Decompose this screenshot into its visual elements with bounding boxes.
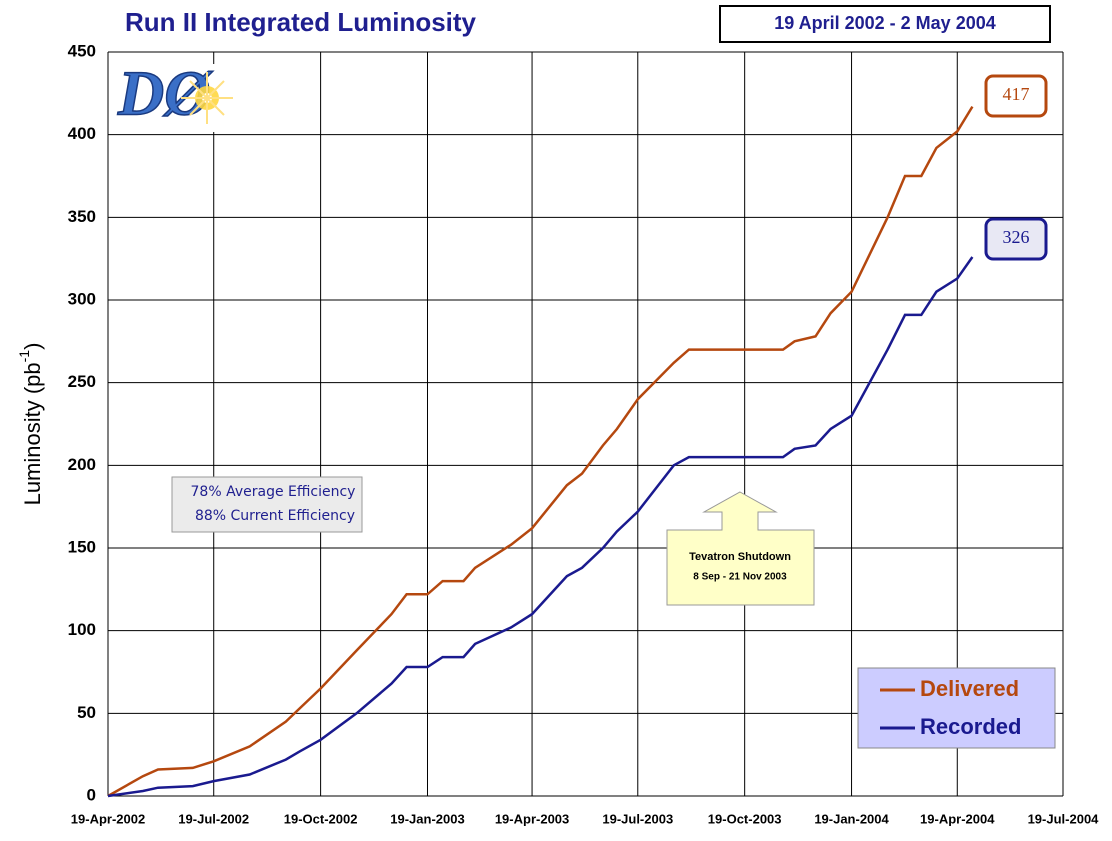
- lines: [107, 105, 974, 798]
- efficiency-line: 88% Current Efficiency: [195, 508, 355, 524]
- y-tick-label: 450: [68, 41, 96, 60]
- y-tick-label: 100: [68, 620, 96, 639]
- x-tick-label: 19-Oct-2003: [708, 811, 782, 826]
- x-tick-label: 19-Apr-2004: [920, 811, 995, 826]
- grid: [107, 51, 1064, 797]
- efficiency-box: [171, 476, 363, 533]
- x-tick-label: 19-Apr-2003: [495, 811, 569, 826]
- x-tick-label: 19-Jul-2004: [1028, 811, 1100, 826]
- logo-rays: [181, 72, 233, 124]
- legend: Delivered Recorded: [857, 667, 1056, 749]
- legend-label: Recorded: [920, 714, 1021, 739]
- shutdown-note: Tevatron Shutdown 8 Sep - 21 Nov 2003: [666, 491, 815, 606]
- x-tick-label: 19-Jul-2003: [602, 811, 673, 826]
- x-tick-label: 19-Jan-2003: [390, 811, 464, 826]
- y-tick-label: 400: [68, 124, 96, 143]
- y-tick-label: 0: [87, 785, 96, 804]
- logo-text: DØ: [117, 58, 213, 129]
- efficiency-note: 78% Average Efficiency 88% Current Effic…: [171, 476, 363, 533]
- shutdown-line: 8 Sep - 21 Nov 2003: [693, 572, 787, 583]
- series-line: [107, 105, 974, 798]
- logo: DØ: [114, 57, 242, 132]
- y-axis-label-sup: -1: [16, 350, 32, 363]
- y-tick-label: 150: [68, 537, 96, 556]
- x-tick-label: 19-Oct-2002: [284, 811, 358, 826]
- shutdown-line: Tevatron Shutdown: [689, 551, 791, 563]
- efficiency-line: 78% Average Efficiency: [191, 484, 356, 500]
- value-label: 326: [1003, 227, 1030, 247]
- y-tick-label: 50: [77, 703, 96, 722]
- value-label-box: [984, 217, 1048, 261]
- legend-box: [857, 667, 1056, 749]
- chart-title: Run II Integrated Luminosity: [125, 7, 477, 37]
- y-tick-label: 250: [68, 372, 96, 391]
- y-axis-label-text: Luminosity (pb: [20, 362, 45, 505]
- y-axis-label: Luminosity (pb-1): [16, 343, 45, 506]
- y-tick-label: 350: [68, 207, 96, 226]
- x-tick-label: 19-Jul-2002: [178, 811, 249, 826]
- value-label-box: [984, 74, 1048, 118]
- series-line: [107, 256, 974, 798]
- value-label: 417: [1003, 84, 1030, 104]
- y-tick-label: 200: [68, 455, 96, 474]
- subtitle-box: [719, 5, 1051, 43]
- legend-label: Delivered: [920, 676, 1019, 701]
- shutdown-arrow: [666, 491, 815, 606]
- subtitle: 19 April 2002 - 2 May 2004: [774, 13, 995, 33]
- y-axis-label-suffix: ): [20, 343, 45, 350]
- y-tick-label: 300: [68, 289, 96, 308]
- x-tick-label: 19-Apr-2002: [71, 811, 145, 826]
- x-tick-label: 19-Jan-2004: [814, 811, 889, 826]
